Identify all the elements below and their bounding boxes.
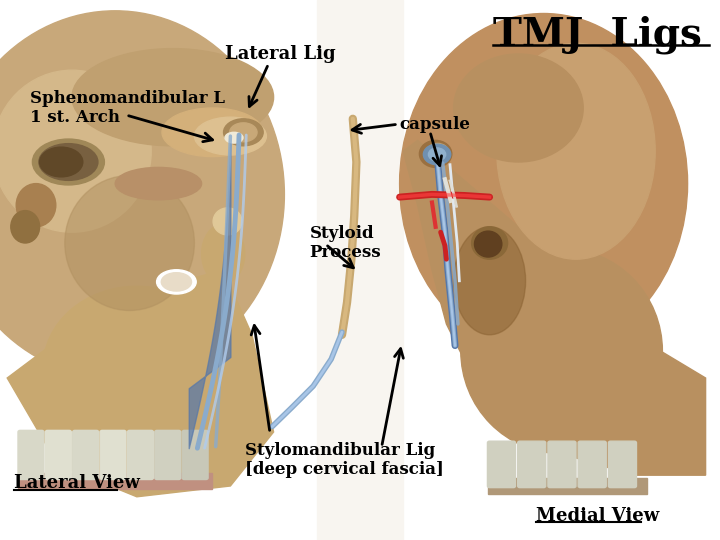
FancyBboxPatch shape xyxy=(487,441,516,488)
Ellipse shape xyxy=(472,227,508,259)
Ellipse shape xyxy=(474,231,502,257)
Bar xyxy=(488,478,647,494)
FancyBboxPatch shape xyxy=(73,430,99,480)
Ellipse shape xyxy=(157,270,197,294)
Ellipse shape xyxy=(230,123,257,141)
Text: Lateral Lig: Lateral Lig xyxy=(225,45,336,63)
Ellipse shape xyxy=(40,147,83,177)
Ellipse shape xyxy=(16,184,56,227)
Ellipse shape xyxy=(39,144,98,180)
Ellipse shape xyxy=(162,108,263,157)
Ellipse shape xyxy=(194,117,266,155)
Ellipse shape xyxy=(72,49,274,146)
Ellipse shape xyxy=(497,43,655,259)
Text: Sphenomandibular L
1 st. Arch: Sphenomandibular L 1 st. Arch xyxy=(30,90,225,126)
Bar xyxy=(18,472,212,489)
Ellipse shape xyxy=(115,167,202,200)
Ellipse shape xyxy=(213,208,242,235)
Ellipse shape xyxy=(400,14,688,354)
FancyBboxPatch shape xyxy=(608,441,636,488)
FancyBboxPatch shape xyxy=(182,430,208,480)
Text: Lateral View: Lateral View xyxy=(14,474,140,492)
Text: Medial View: Medial View xyxy=(536,507,660,525)
FancyBboxPatch shape xyxy=(45,430,71,480)
FancyBboxPatch shape xyxy=(548,441,576,488)
Ellipse shape xyxy=(202,224,245,284)
FancyBboxPatch shape xyxy=(100,430,126,480)
Ellipse shape xyxy=(428,148,446,161)
Ellipse shape xyxy=(419,140,452,167)
Polygon shape xyxy=(7,270,274,497)
Ellipse shape xyxy=(32,139,104,185)
FancyBboxPatch shape xyxy=(155,430,181,480)
Ellipse shape xyxy=(0,11,284,378)
Bar xyxy=(317,0,403,540)
Ellipse shape xyxy=(11,211,40,243)
FancyBboxPatch shape xyxy=(578,441,606,488)
Ellipse shape xyxy=(225,132,243,143)
Text: Stylomandibular Lig
[deep cervical fascia]: Stylomandibular Lig [deep cervical fasci… xyxy=(245,442,444,478)
Ellipse shape xyxy=(43,286,230,448)
FancyBboxPatch shape xyxy=(518,441,546,488)
Ellipse shape xyxy=(223,119,264,146)
Text: Styloid
Process: Styloid Process xyxy=(310,225,381,261)
Text: TMJ  Ligs: TMJ Ligs xyxy=(493,16,702,55)
Ellipse shape xyxy=(454,54,583,162)
Ellipse shape xyxy=(0,70,151,232)
Polygon shape xyxy=(403,140,706,475)
FancyBboxPatch shape xyxy=(127,430,153,480)
Ellipse shape xyxy=(461,248,662,454)
Text: capsule: capsule xyxy=(400,116,470,133)
Ellipse shape xyxy=(427,143,449,161)
Ellipse shape xyxy=(423,144,451,165)
Ellipse shape xyxy=(161,273,192,291)
Ellipse shape xyxy=(65,176,194,310)
FancyBboxPatch shape xyxy=(18,430,44,480)
Ellipse shape xyxy=(454,227,526,335)
